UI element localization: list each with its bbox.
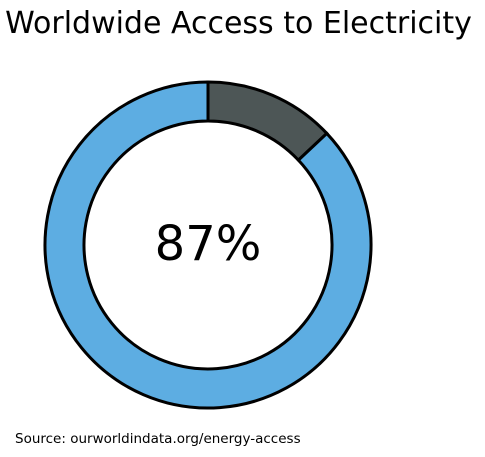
chart-title: Worldwide Access to Electricity xyxy=(5,6,472,41)
donut-slices xyxy=(43,80,373,410)
donut-slice-with-access xyxy=(43,80,373,410)
source-note: Source: ourworldindata.org/energy-access xyxy=(15,431,301,447)
center-value-label: 87% xyxy=(155,216,262,272)
